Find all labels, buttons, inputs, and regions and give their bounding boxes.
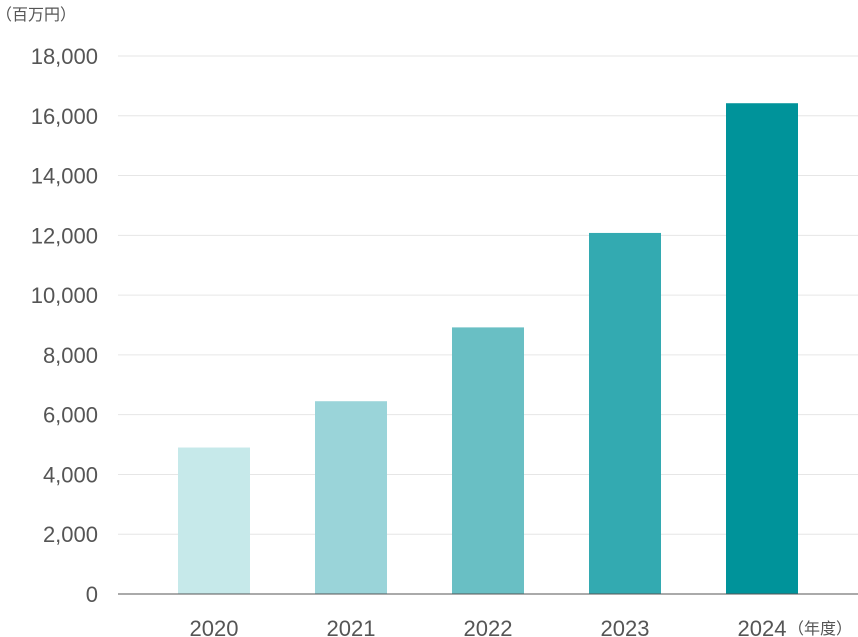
x-tick-label: 2023 [601,616,650,637]
bar-2024 [726,103,798,595]
x-tick-label: 2024 [738,616,787,637]
y-tick-label: 4,000 [43,462,98,487]
x-tick-label: 2021 [327,616,376,637]
x-axis-unit-label: （年度） [788,619,852,637]
x-tick-label: 2022 [464,616,513,637]
bar-2021 [315,401,387,594]
bars [178,103,798,595]
y-tick-label: 6,000 [43,403,98,428]
y-tick-label: 16,000 [31,104,98,129]
y-axis-unit-label: （百万円） [0,5,76,24]
bar-2020 [178,447,250,594]
y-tick-labels: 0 2,000 4,000 6,000 8,000 10,000 12,000 14,000 1… [31,44,98,607]
y-tick-label: 0 [86,582,98,607]
bar-2023 [589,232,661,595]
y-tick-label: 8,000 [43,343,98,368]
y-tick-label: 14,000 [31,164,98,189]
x-tick-labels: 2020 2021 2022 2023 2024 [190,616,787,637]
y-tick-label: 18,000 [31,44,98,69]
y-tick-label: 2,000 [43,522,98,547]
y-tick-label: 12,000 [31,223,98,248]
x-tick-label: 2020 [190,616,239,637]
bar-2022 [452,327,524,594]
y-tick-label: 10,000 [31,283,98,308]
